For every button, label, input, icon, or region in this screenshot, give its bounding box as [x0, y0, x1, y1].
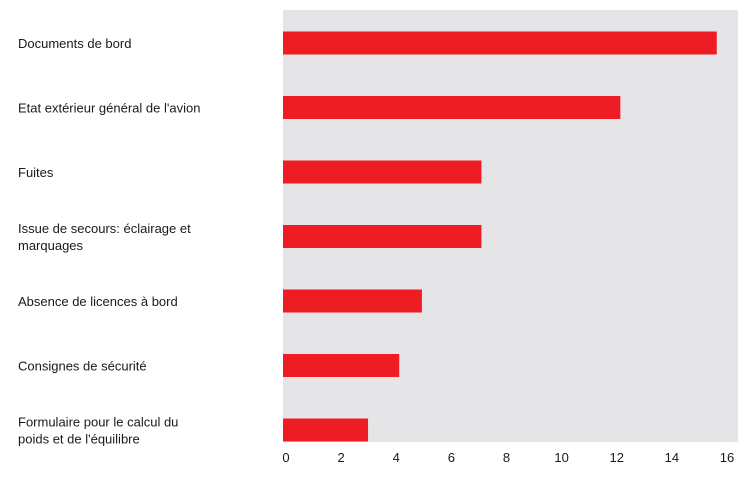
- x-tick-label-8: 16: [720, 450, 734, 465]
- category-label-line: marquages: [18, 238, 84, 253]
- category-label-6: Formulaire pour le calcul du poids et de …: [18, 415, 178, 447]
- x-axis-ticks: 0 2 4 6 8 10 12 14 16: [282, 450, 734, 465]
- category-label-line: Absence de licences à bord: [18, 294, 178, 309]
- category-label-line: Fuites: [18, 165, 54, 180]
- category-label-1: Etat extérieur général de l'avion: [18, 101, 200, 116]
- category-label-line: Consignes de sécurité: [18, 359, 147, 374]
- x-tick-label-5: 10: [554, 450, 568, 465]
- category-label-5: Consignes de sécurité: [18, 359, 147, 374]
- bar-2: [283, 160, 482, 184]
- x-tick-label-6: 12: [610, 450, 624, 465]
- category-label-4: Absence de licences à bord: [18, 294, 178, 309]
- bar-5: [283, 354, 400, 377]
- x-tick-label-0: 0: [282, 450, 289, 465]
- bars-group: [283, 31, 717, 442]
- category-label-line: Etat extérieur général de l'avion: [18, 101, 200, 116]
- category-label-3: Issue de secours: éclairage et marquages: [18, 221, 191, 253]
- bar-3: [283, 225, 482, 248]
- x-tick-label-7: 14: [665, 450, 679, 465]
- x-tick-label-3: 6: [448, 450, 455, 465]
- category-labels: Documents de bord Etat extérieur général …: [18, 36, 200, 447]
- x-tick-label-2: 4: [393, 450, 400, 465]
- category-label-line: Formulaire pour le calcul du: [18, 415, 178, 430]
- category-label-line: Documents de bord: [18, 36, 131, 51]
- category-label-line: Issue de secours: éclairage et: [18, 221, 191, 236]
- category-label-line: poids et de l'équilibre: [18, 432, 140, 447]
- category-label-0: Documents de bord: [18, 36, 131, 51]
- x-tick-label-1: 2: [338, 450, 345, 465]
- bar-0: [283, 31, 717, 55]
- x-tick-label-4: 8: [503, 450, 510, 465]
- bar-6: [283, 418, 369, 442]
- category-label-2: Fuites: [18, 165, 54, 180]
- bar-1: [283, 96, 621, 119]
- bar-4: [283, 289, 422, 313]
